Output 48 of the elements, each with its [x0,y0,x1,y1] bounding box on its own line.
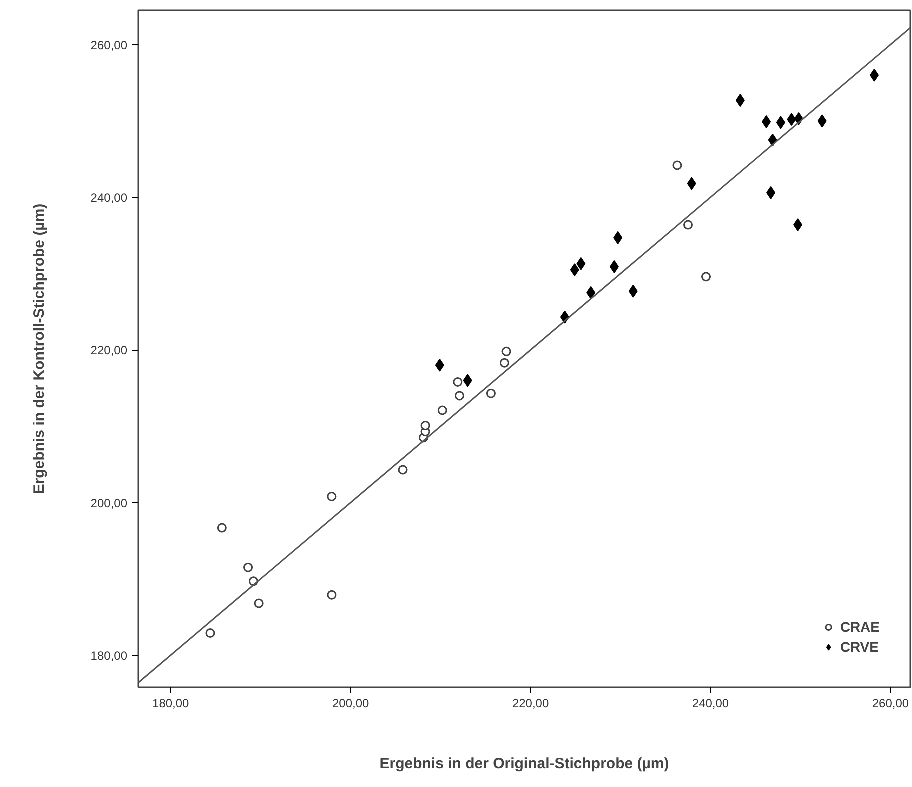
point [628,284,638,298]
point [776,116,786,130]
point [244,562,254,572]
point [610,260,619,274]
y-tick-label: 240,00 [90,190,128,205]
point [217,523,227,533]
point [438,406,448,416]
point [398,465,408,475]
point [254,598,264,608]
legend-label: CRVE [840,639,879,655]
point [702,272,712,282]
point [486,388,496,398]
point [787,113,796,126]
x-tick-label: 200,00 [332,696,370,710]
point [500,358,510,368]
point [435,358,444,372]
point [570,264,580,277]
legend-label: CRAE [840,619,880,635]
point [794,218,803,232]
y-tick-label: 220,00 [90,344,128,358]
point [586,286,596,300]
point [672,160,682,170]
y-tick-label: 200,00 [90,496,128,510]
point [327,492,337,502]
x-tick-label: 240,00 [692,696,730,710]
x-tick-label: 220,00 [512,696,550,710]
point [614,231,623,244]
point [818,114,827,128]
point [453,377,463,387]
point [766,186,776,200]
point [327,590,337,600]
y-axis-title: Ergebnis in der Kontroll-Stichprobe (µm) [30,204,48,494]
point [463,374,472,388]
point [870,68,880,82]
point [502,346,512,356]
point [762,115,772,128]
y-tick-label: 260,00 [90,38,128,52]
point [684,220,694,230]
point [687,177,696,190]
y-tick-label: 180,00 [90,648,128,663]
x-axis-title: Ergebnis in der Original-Stichprobe (µm) [380,756,670,772]
x-tick-label: 180,00 [152,696,190,710]
point [576,257,586,270]
x-tick-label: 260,00 [872,696,910,710]
point [454,391,464,401]
point [736,94,745,108]
point [206,628,216,638]
point [420,420,430,430]
